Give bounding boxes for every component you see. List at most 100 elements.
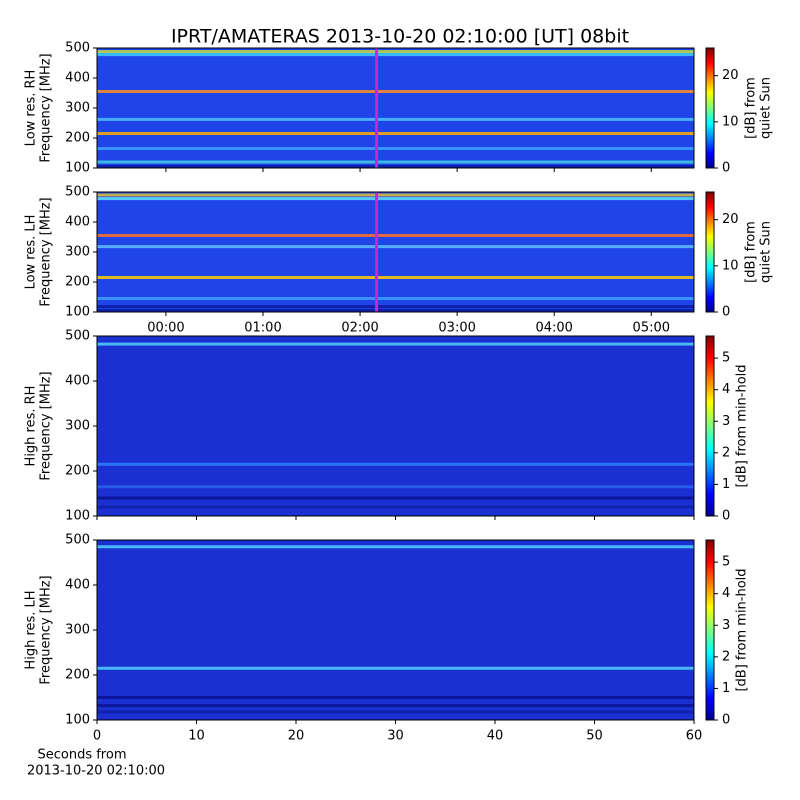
frequency-band	[97, 147, 694, 150]
colorbar-tick-label: 0	[722, 713, 730, 728]
frequency-band	[97, 305, 694, 309]
colorbar-tick-label: 3	[722, 414, 730, 429]
y-tick-label: 200	[65, 131, 90, 146]
colorbar-tick-label: 20	[722, 68, 739, 83]
y-axis-label: Frequency [MHz]	[39, 197, 54, 306]
x-tick-label: 60	[686, 729, 703, 744]
frequency-band	[97, 505, 694, 509]
spectrogram-background	[97, 540, 694, 720]
y-tick-label: 400	[65, 374, 90, 389]
frequency-band	[97, 704, 694, 708]
spectrogram-background	[97, 336, 694, 516]
y-tick-label: 200	[65, 464, 90, 479]
x-tick-label: 50	[586, 729, 603, 744]
frequency-band	[97, 297, 694, 300]
colorbar-tick-label: 10	[722, 114, 739, 129]
colorbar-label: [dB] from min-hold	[735, 364, 750, 487]
colorbar	[705, 335, 715, 517]
colorbar-tick-label: 3	[722, 618, 730, 633]
colorbar-tick-label: 1	[722, 477, 730, 492]
y-tick-label: 500	[65, 41, 90, 56]
frequency-band	[97, 485, 694, 489]
frequency-band	[97, 50, 694, 54]
x-tick-label: 04:00	[535, 321, 572, 336]
y-tick-label: 300	[65, 419, 90, 434]
y-axis-label: High res. RH	[24, 386, 39, 467]
y-axis-label: Frequency [MHz]	[39, 371, 54, 480]
colorbar-label: quiet Sun	[759, 77, 774, 139]
colorbar-tick-label: 4	[722, 586, 730, 601]
x-tick-label: 02:00	[341, 321, 378, 336]
y-tick-label: 100	[65, 713, 90, 728]
x-tick-label: 0	[93, 729, 101, 744]
y-tick-label: 500	[65, 329, 90, 344]
y-tick-label: 400	[65, 578, 90, 593]
y-axis-label: Low res. LH	[24, 215, 39, 290]
colorbar-tick-label: 10	[722, 258, 739, 273]
colorbar-label: quiet Sun	[759, 221, 774, 283]
frequency-band	[97, 276, 694, 279]
x-tick-label: 30	[387, 729, 404, 744]
y-axis-label: High res. LH	[24, 590, 39, 669]
y-tick-label: 100	[65, 161, 90, 176]
colorbar	[705, 191, 715, 313]
frequency-band	[97, 197, 694, 201]
x-axis-label: 2013-10-20 02:10:00	[27, 764, 165, 779]
frequency-band	[97, 165, 694, 168]
colorbar-tick-label: 0	[722, 509, 730, 524]
y-tick-label: 300	[65, 623, 90, 638]
colorbar	[705, 47, 715, 169]
frequency-band	[97, 245, 694, 249]
frequency-band	[97, 462, 694, 466]
frequency-band	[97, 160, 694, 164]
colorbar	[705, 539, 715, 721]
y-tick-label: 300	[65, 245, 90, 260]
colorbar-tick-label: 4	[722, 382, 730, 397]
figure-title: IPRT/AMATERAS 2013-10-20 02:10:00 [UT] 0…	[171, 26, 629, 48]
x-tick-label: 40	[487, 729, 504, 744]
frequency-band	[97, 496, 694, 500]
colorbar-tick-label: 0	[722, 161, 730, 176]
colorbar-label: [dB] from min-hold	[735, 568, 750, 691]
frequency-band	[97, 309, 694, 312]
frequency-band	[97, 710, 694, 714]
y-tick-label: 500	[65, 185, 90, 200]
y-tick-label: 200	[65, 275, 90, 290]
colorbar-tick-label: 2	[722, 649, 730, 664]
frequency-band	[97, 545, 694, 549]
y-axis-label: Frequency [MHz]	[39, 53, 54, 162]
frequency-band	[97, 696, 694, 699]
colorbar-tick-label: 0	[722, 305, 730, 320]
x-tick-label: 05:00	[633, 321, 670, 336]
frequency-band	[97, 132, 694, 135]
x-tick-label: 03:00	[438, 321, 475, 336]
x-axis-label: Seconds from	[37, 748, 126, 763]
colorbar-label: [dB] from	[744, 77, 759, 139]
frequency-band	[97, 117, 694, 121]
y-tick-label: 400	[65, 215, 90, 230]
y-tick-label: 100	[65, 305, 90, 320]
y-tick-label: 400	[65, 71, 90, 86]
colorbar-label: [dB] from	[744, 221, 759, 283]
x-tick-label: 00:00	[147, 321, 184, 336]
frequency-band	[97, 193, 694, 197]
y-axis-label: Frequency [MHz]	[39, 575, 54, 684]
frequency-band	[97, 666, 694, 670]
colorbar-tick-label: 2	[722, 445, 730, 460]
colorbar-tick-label: 5	[722, 555, 730, 570]
frequency-band	[97, 53, 694, 57]
spectrogram-background	[97, 192, 694, 312]
colorbar-tick-label: 5	[722, 351, 730, 366]
y-axis-label: Low res. RH	[24, 70, 39, 147]
x-tick-label: 20	[288, 729, 305, 744]
y-tick-label: 500	[65, 533, 90, 548]
frequency-band	[97, 234, 694, 237]
x-tick-label: 10	[188, 729, 205, 744]
x-tick-label: 01:00	[244, 321, 281, 336]
colorbar-tick-label: 20	[722, 212, 739, 227]
frequency-band	[97, 342, 694, 346]
y-tick-label: 100	[65, 509, 90, 524]
colorbar-tick-label: 1	[722, 681, 730, 696]
frequency-band	[97, 90, 694, 93]
